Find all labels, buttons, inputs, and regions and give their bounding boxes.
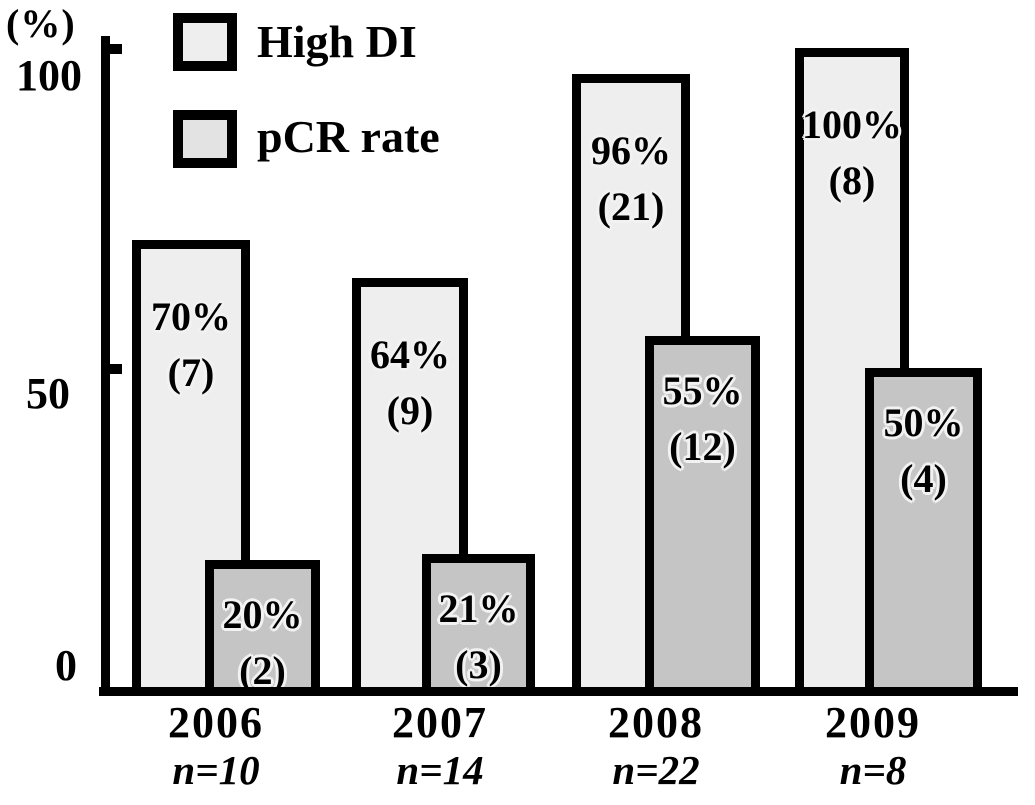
- bar-percent-text: 70%: [151, 294, 231, 339]
- bar-count-text: (21): [597, 184, 665, 229]
- x-axis-sample-size-label: n=22: [612, 747, 700, 793]
- y-tick-mark-50: [106, 364, 122, 374]
- y-tick-label-100: 100: [16, 51, 82, 100]
- bar-count-text: (9): [386, 388, 434, 433]
- bar-pcr-rate-2007: 21% (3): [422, 554, 535, 696]
- bar-value-label: 21% (3): [419, 581, 538, 693]
- legend-label-high-di: High DI: [257, 16, 417, 67]
- x-axis-sample-size-label: n=14: [396, 747, 484, 793]
- bar-count-text: (3): [455, 642, 502, 687]
- bar-value-label: 50% (4): [862, 395, 985, 507]
- bar-value-label: 100% (8): [792, 97, 912, 209]
- bar-percent-text: 64%: [370, 332, 450, 377]
- bar-percent-text: 21%: [438, 586, 519, 631]
- x-axis-group-label-2006: 2006 n=10: [96, 700, 336, 794]
- x-axis-line: [99, 687, 1018, 696]
- bar-percent-text: 96%: [591, 128, 671, 173]
- x-axis-year-label: 2007: [392, 698, 488, 747]
- legend-swatch-pcr-rate: [173, 110, 237, 168]
- x-axis-sample-size-label: n=10: [172, 747, 260, 793]
- x-axis-group-label-2007: 2007 n=14: [320, 700, 560, 794]
- bar-value-label: 96% (21): [569, 123, 693, 235]
- bar-pcr-rate-2006: 20% (2): [205, 560, 320, 696]
- y-tick-label-0: 0: [55, 641, 77, 690]
- y-tick-mark-100: [106, 44, 122, 54]
- x-axis-year-label: 2009: [825, 698, 921, 747]
- bar-count-text: (8): [828, 158, 876, 203]
- bar-value-label: 70% (7): [129, 289, 253, 401]
- bar-count-text: (12): [669, 424, 736, 469]
- y-axis-unit-label: (%): [6, 1, 76, 46]
- bar-pcr-rate-2009: 50% (4): [865, 368, 982, 696]
- y-tick-label-50: 50: [26, 369, 70, 418]
- bar-percent-text: 100%: [802, 102, 902, 147]
- legend-swatch-high-di: [173, 13, 237, 71]
- x-axis-group-label-2008: 2008 n=22: [536, 700, 776, 794]
- x-axis-sample-size-label: n=8: [839, 747, 907, 793]
- bar-count-text: (4): [900, 456, 947, 501]
- bar-value-label: 20% (2): [202, 587, 323, 699]
- y-axis-line: [101, 36, 110, 696]
- bar-pcr-rate-2008: 55% (12): [645, 336, 760, 696]
- x-axis-year-label: 2008: [608, 698, 704, 747]
- bar-count-text: (7): [167, 350, 215, 395]
- x-axis-year-label: 2006: [168, 698, 264, 747]
- bar-percent-text: 50%: [883, 400, 964, 445]
- bar-percent-text: 55%: [662, 368, 743, 413]
- bar-count-text: (2): [239, 648, 286, 693]
- bar-value-label: 55% (12): [642, 363, 763, 475]
- bar-value-label: 64% (9): [349, 327, 471, 439]
- x-axis-group-label-2009: 2009 n=8: [753, 700, 993, 794]
- bar-percent-text: 20%: [222, 592, 303, 637]
- legend-label-pcr-rate: pCR rate: [257, 111, 440, 162]
